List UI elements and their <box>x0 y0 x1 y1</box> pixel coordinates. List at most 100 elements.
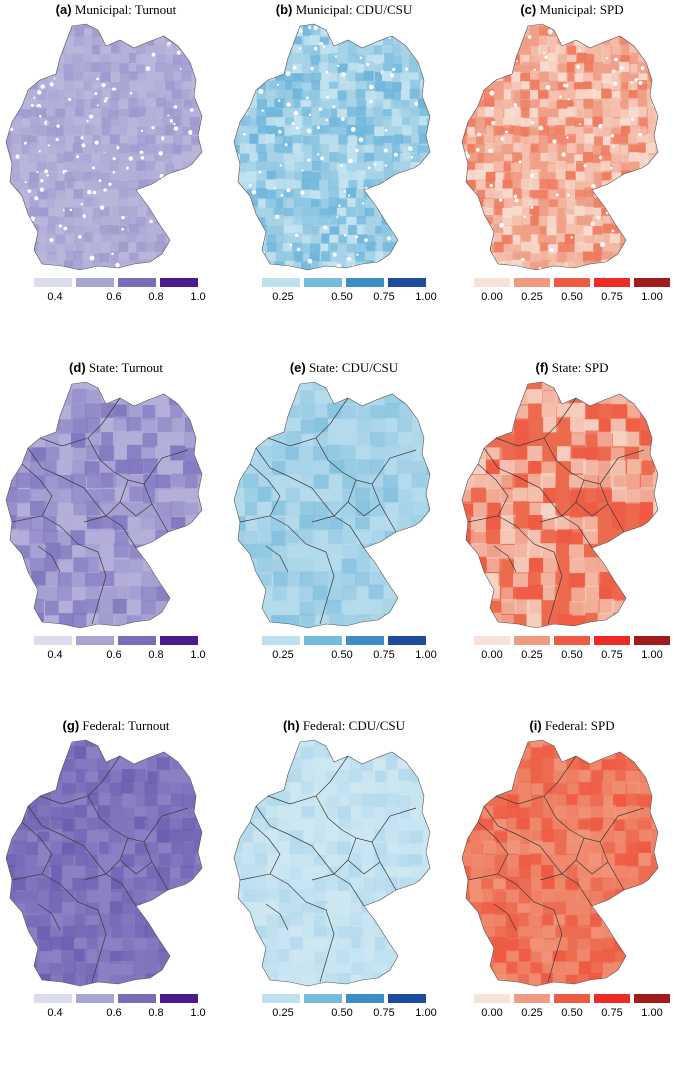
legend-label: 0.6 <box>94 1007 134 1019</box>
legend-swatch <box>594 278 630 287</box>
legend-label: 0.25 <box>263 649 303 661</box>
legend-label: 0.6 <box>94 649 134 661</box>
panel-title: (f) State: SPD <box>458 360 685 376</box>
legend-label: 0.50 <box>552 1007 592 1019</box>
panel-title-text: State: SPD <box>549 360 609 375</box>
legend-label: 0.75 <box>592 649 632 661</box>
panel-title: (e) State: CDU/CSU <box>230 360 458 376</box>
legend-label: 1.00 <box>406 649 446 661</box>
legend-label: 0.8 <box>136 649 176 661</box>
legend-label: 0.75 <box>592 1007 632 1019</box>
legend-swatch <box>554 278 590 287</box>
legend-label: 0.25 <box>263 1007 303 1019</box>
legend-label: 1.00 <box>632 1007 672 1019</box>
legend-swatch <box>160 278 198 287</box>
germany-map <box>2 734 230 996</box>
legend-swatch <box>118 278 156 287</box>
legend-swatch <box>76 994 114 1003</box>
panel-title-text: State: CDU/CSU <box>306 360 398 375</box>
germany-map <box>230 734 458 996</box>
legend-swatch <box>554 636 590 645</box>
panel-title: (d) State: Turnout <box>2 360 230 376</box>
legend-label: 1.0 <box>178 649 218 661</box>
germany-map <box>458 376 685 638</box>
panel-tag: (i) <box>529 718 541 733</box>
legend-swatch <box>76 636 114 645</box>
legend-swatch <box>474 278 510 287</box>
legend-swatch <box>76 278 114 287</box>
panel-title: (a) Municipal: Turnout <box>2 2 230 18</box>
legend-swatch <box>346 994 384 1003</box>
legend-label: 0.50 <box>322 291 362 303</box>
germany-map <box>2 376 230 638</box>
legend-label: 1.00 <box>406 1007 446 1019</box>
germany-map <box>230 376 458 638</box>
panel-title-text: Municipal: CDU/CSU <box>292 2 412 17</box>
legend-swatch <box>262 636 300 645</box>
germany-map <box>458 734 685 996</box>
legend-label: 1.00 <box>632 291 672 303</box>
legend-label: 0.75 <box>364 649 404 661</box>
legend-swatch <box>346 636 384 645</box>
legend-swatch <box>118 994 156 1003</box>
panel-title: (b) Municipal: CDU/CSU <box>230 2 458 18</box>
legend-label: 0.75 <box>364 1007 404 1019</box>
legend-swatch <box>160 636 198 645</box>
panel-title-text: State: Turnout <box>86 360 163 375</box>
legend-label: 1.00 <box>406 291 446 303</box>
legend-swatch <box>34 636 72 645</box>
legend-swatch <box>262 278 300 287</box>
germany-map <box>458 18 685 280</box>
legend-label: 1.00 <box>632 649 672 661</box>
legend-label: 1.0 <box>178 1007 218 1019</box>
panel-tag: (a) <box>56 2 72 17</box>
panel-tag: (h) <box>283 718 300 733</box>
panel-title-text: Municipal: SPD <box>536 2 623 17</box>
legend-label: 0.75 <box>592 291 632 303</box>
panel-tag: (e) <box>290 360 306 375</box>
legend-swatch <box>634 636 670 645</box>
legend-swatch <box>514 278 550 287</box>
panel-title-text: Federal: SPD <box>542 718 615 733</box>
panel-title-text: Federal: CDU/CSU <box>300 718 405 733</box>
legend-label: 0.4 <box>35 649 75 661</box>
legend-label: 0.00 <box>472 649 512 661</box>
legend-label: 0.50 <box>552 291 592 303</box>
panel-title-text: Federal: Turnout <box>79 718 169 733</box>
legend-swatch <box>118 636 156 645</box>
legend-swatch <box>594 636 630 645</box>
legend-swatch <box>304 994 342 1003</box>
legend-swatch <box>346 278 384 287</box>
legend-label: 0.6 <box>94 291 134 303</box>
legend-swatch <box>304 636 342 645</box>
germany-map <box>230 18 458 280</box>
legend-label: 0.25 <box>512 649 552 661</box>
panel-title: (h) Federal: CDU/CSU <box>230 718 458 734</box>
legend-swatch <box>594 994 630 1003</box>
legend-swatch <box>160 994 198 1003</box>
legend-label: 0.25 <box>512 1007 552 1019</box>
legend-swatch <box>304 278 342 287</box>
legend-swatch <box>554 994 590 1003</box>
panel-title: (i) Federal: SPD <box>458 718 685 734</box>
panel-tag: (c) <box>520 2 536 17</box>
legend-swatch <box>34 278 72 287</box>
legend-label: 0.4 <box>35 1007 75 1019</box>
legend-swatch <box>388 994 426 1003</box>
legend-swatch <box>514 994 550 1003</box>
legend-label: 0.50 <box>322 649 362 661</box>
panel-title-text: Municipal: Turnout <box>72 2 177 17</box>
